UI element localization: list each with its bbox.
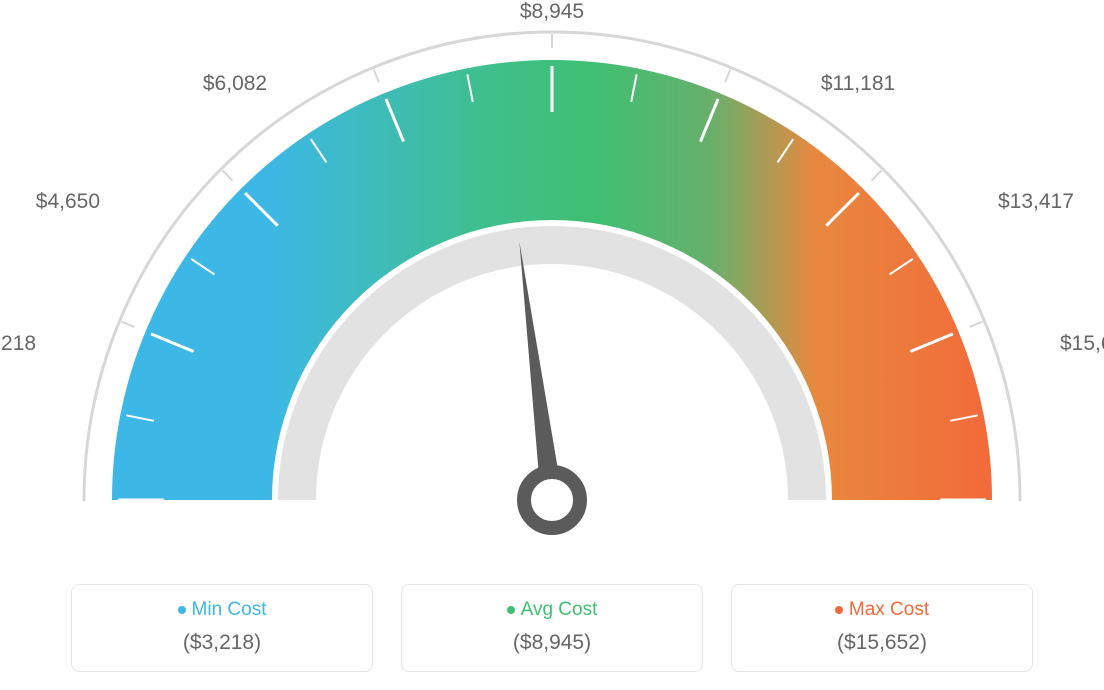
legend-label-max: Max Cost (732, 599, 1032, 621)
legend-value-max: ($15,652) (732, 631, 1032, 655)
gauge-tick-label: $6,082 (203, 72, 267, 96)
legend-label-min: Min Cost (72, 599, 372, 621)
legend-row: Min Cost ($3,218) Avg Cost ($8,945) Max … (71, 584, 1033, 672)
legend-label-text-max: Max Cost (849, 599, 929, 620)
legend-label-avg: Avg Cost (402, 599, 702, 621)
legend-card-avg: Avg Cost ($8,945) (401, 584, 703, 672)
legend-label-text-avg: Avg Cost (521, 599, 598, 620)
gauge-tick-label: $13,417 (998, 190, 1074, 214)
gauge-tick-label: $8,945 (520, 0, 584, 24)
legend-label-text-min: Min Cost (192, 599, 267, 620)
legend-dot-min (178, 606, 186, 614)
legend-value-min: ($3,218) (72, 631, 372, 655)
cost-gauge-widget: $3,218 $4,650 $6,082 $8,945 $11,181 $13,417 $1… (0, 0, 1104, 690)
gauge-tick-label: $15,652 (1060, 332, 1104, 356)
gauge-tick-label: $11,181 (821, 72, 895, 96)
legend-card-min: Min Cost ($3,218) (71, 584, 373, 672)
gauge-chart: $3,218 $4,650 $6,082 $8,945 $11,181 $13,417 $1… (0, 0, 1104, 560)
gauge-tick-label: $3,218 (0, 332, 36, 356)
legend-dot-avg (507, 606, 515, 614)
legend-card-max: Max Cost ($15,652) (731, 584, 1033, 672)
gauge-svg (0, 0, 1104, 560)
legend-dot-max (835, 606, 843, 614)
gauge-tick-label: $4,650 (36, 190, 100, 214)
legend-value-avg: ($8,945) (402, 631, 702, 655)
